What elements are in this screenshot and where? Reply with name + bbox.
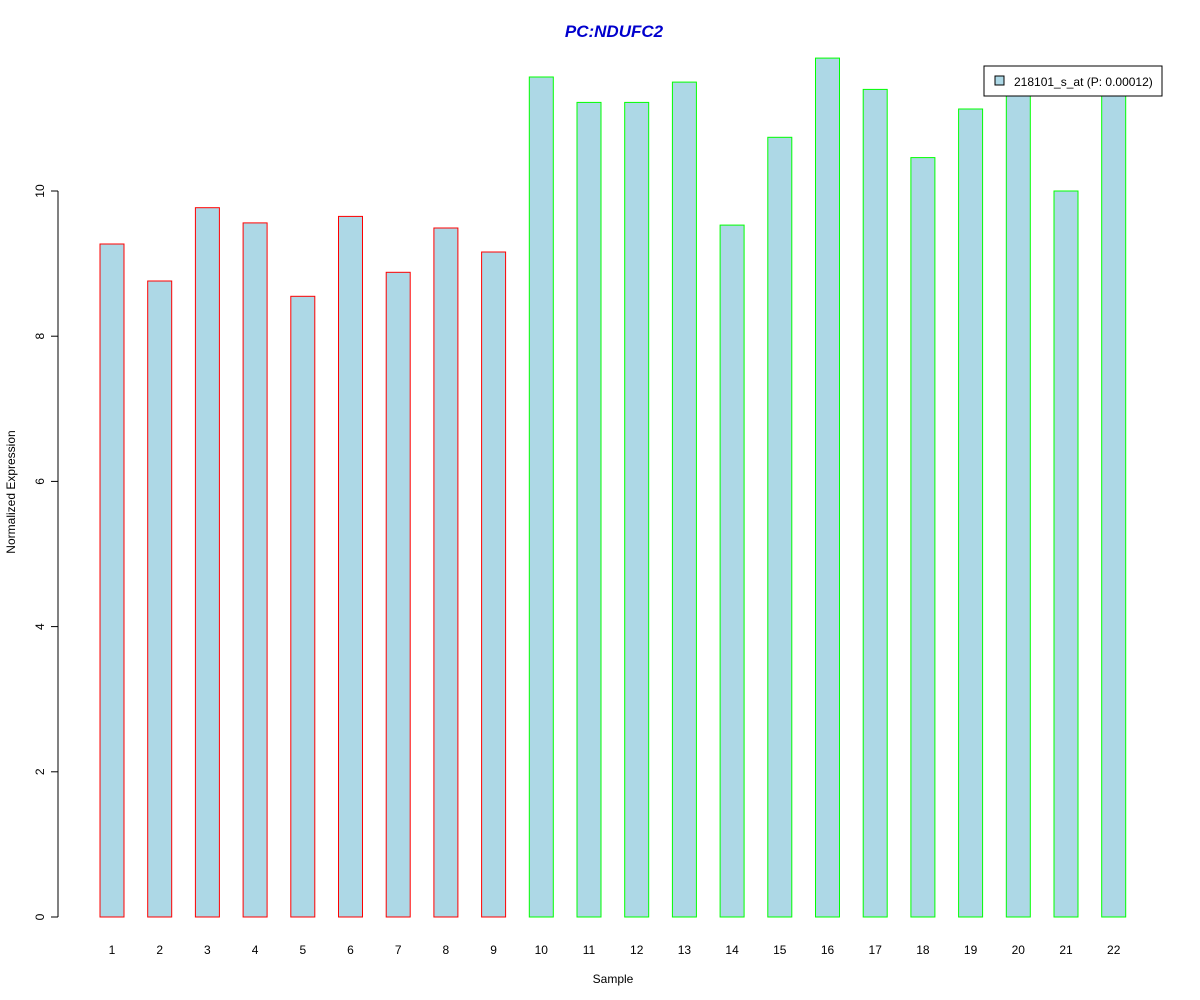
x-tick-label: 3 [204,943,211,957]
x-tick-label: 15 [773,943,787,957]
bar-sample-17 [862,88,888,918]
x-tick-label: 13 [678,943,692,957]
legend-entry: 218101_s_at (P: 0.00012) [1014,75,1153,89]
y-axis-label: Normalized Expression [4,430,18,553]
x-tick-label: 9 [490,943,497,957]
bar-sample-5 [290,295,316,918]
bar-sample-1 [99,243,125,918]
bar-sample-14 [719,224,745,918]
legend-box [983,65,1163,97]
bar-sample-16 [815,57,840,918]
y-tick-label: 0 [33,913,47,920]
x-tick-label: 8 [443,943,450,957]
bar-sample-10 [528,76,554,918]
bar-sample-20 [1005,79,1031,918]
bar-sample-22 [1101,72,1127,918]
x-tick-label: 11 [583,943,596,957]
y-tick-label: 8 [33,333,47,340]
x-tick-label: 14 [725,943,739,957]
y-tick-label: 10 [33,184,47,198]
bar-sample-18 [910,157,936,918]
x-tick-label: 19 [964,943,978,957]
bar-sample-13 [671,81,697,918]
chart-title: PC:NDUFC2 [565,22,664,41]
x-tick-label: 22 [1107,943,1121,957]
x-tick-label: 21 [1059,943,1073,957]
x-tick-label: 7 [395,943,402,957]
bars-group [99,57,1127,918]
x-axis-label: Sample [593,972,634,986]
bar-sample-4 [242,222,268,918]
x-tick-label: 5 [299,943,306,957]
y-tick-label: 2 [33,768,47,775]
bar-sample-8 [433,227,459,918]
bar-sample-9 [481,251,507,918]
bar-sample-3 [194,207,220,918]
x-tick-label: 1 [109,943,116,957]
bar-sample-2 [147,280,173,918]
bar-sample-11 [576,101,602,918]
legend-swatch [994,75,1005,86]
bar-sample-7 [385,271,411,918]
x-tick-label: 4 [252,943,259,957]
bar-sample-12 [624,101,650,918]
bar-sample-6 [338,215,363,918]
bar-sample-15 [767,136,793,918]
x-tick-label: 2 [156,943,163,957]
x-tick-label: 12 [630,943,644,957]
y-tick-label: 6 [33,478,47,485]
legend: 218101_s_at (P: 0.00012) [983,65,1163,97]
x-tick-label: 17 [869,943,883,957]
y-axis: 0 2 4 6 8 10 [33,184,59,920]
x-tick-label: 16 [821,943,835,957]
x-tick-label: 6 [347,943,354,957]
x-tick-label: 10 [535,943,549,957]
bar-sample-21 [1053,190,1079,918]
x-tick-label: 18 [916,943,930,957]
bar-sample-19 [958,108,984,918]
x-tick-label: 20 [1012,943,1026,957]
y-tick-label: 4 [33,623,47,630]
x-tick-labels: 1 2 3 4 5 6 7 8 9 10 11 12 13 14 15 16 17 18 19 20 21 22 [109,943,1121,957]
